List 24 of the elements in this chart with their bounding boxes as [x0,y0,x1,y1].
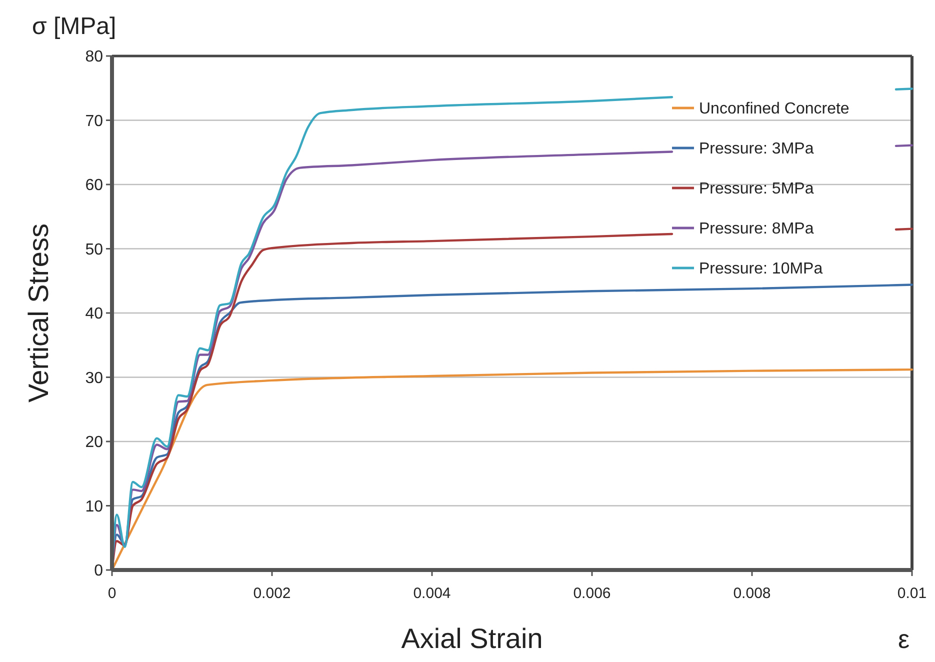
y-tick-label: 10 [85,498,104,516]
text: σ [MPa] [32,13,116,40]
x-tick-label: 0.002 [253,585,291,602]
x-tick-label: 0.006 [573,585,611,602]
x-axis-title: Axial Strain [401,623,543,654]
y-tick-label: 30 [85,370,104,387]
y-tick-label: 0 [94,562,104,580]
legend-label: Unconfined Concrete [699,100,850,118]
legend-label: Pressure: 5MPa [699,180,814,198]
legend-label: Pressure: 8MPa [699,220,814,238]
x-tick-label: 0 [108,585,116,602]
y-tick-label: 80 [85,48,104,66]
y-tick-label: 70 [85,112,104,130]
y-tick-label: 50 [85,241,104,258]
y-tick-label: 60 [85,177,104,194]
x-tick-label: 0.008 [733,585,771,602]
legend-label: Pressure: 3MPa [699,140,814,158]
x-tick-label: 0.01 [897,585,927,602]
y-axis-title: Vertical Stress [23,224,54,402]
text: ε [898,624,910,654]
y-tick-label: 20 [85,434,104,452]
x-tick-label: 0.004 [413,585,451,602]
legend-label: Pressure: 10MPa [699,260,823,278]
y-tick-label: 40 [85,306,104,323]
